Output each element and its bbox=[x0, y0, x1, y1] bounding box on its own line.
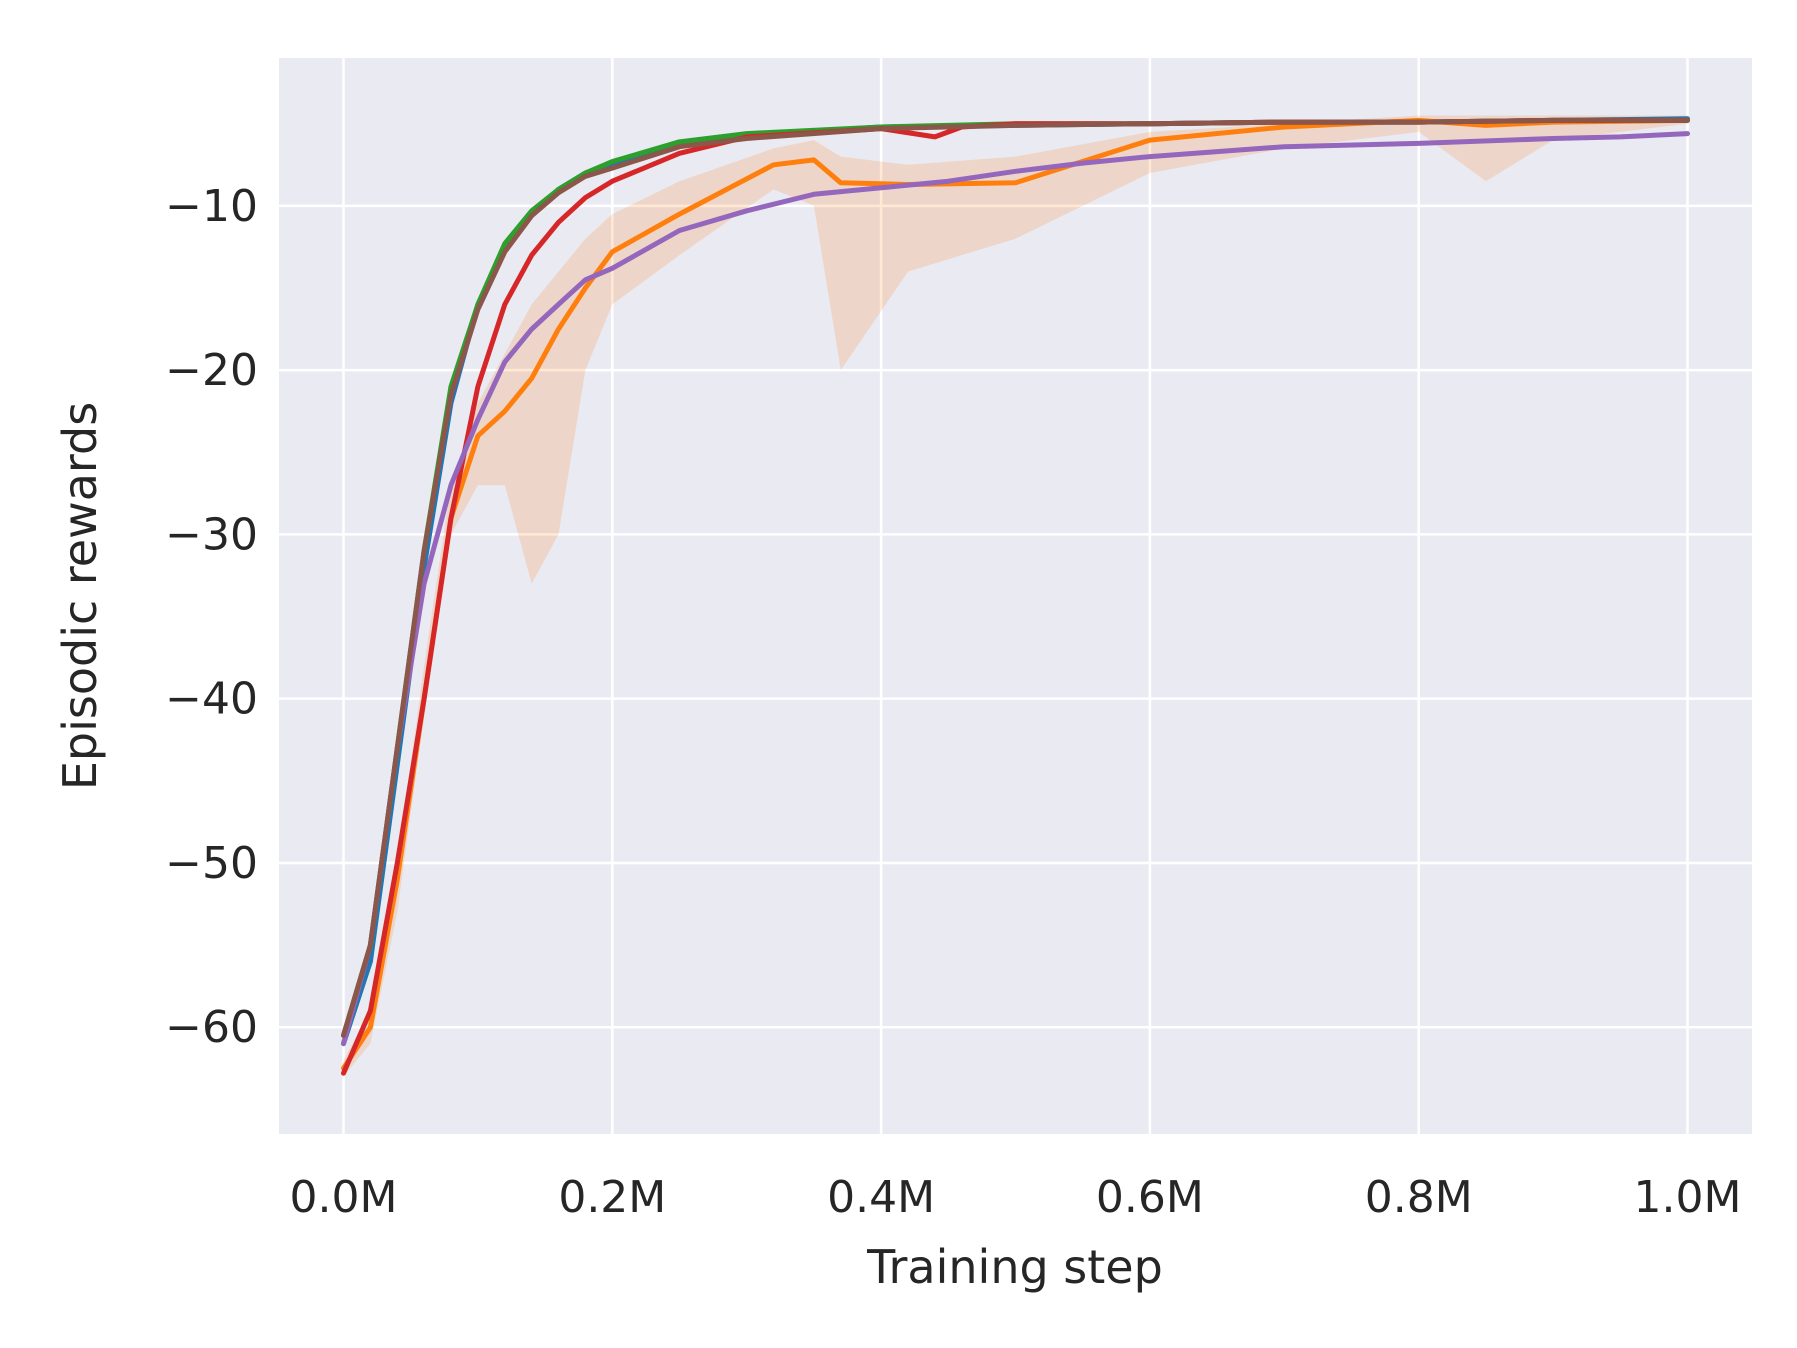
x-tick-label: 1.0M bbox=[1634, 1172, 1742, 1223]
y-tick-label: −50 bbox=[165, 838, 258, 889]
y-tick-label: −60 bbox=[165, 1002, 258, 1053]
x-tick-label: 0.0M bbox=[290, 1172, 398, 1223]
x-tick-label: 0.4M bbox=[827, 1172, 935, 1223]
grid bbox=[279, 58, 1752, 1134]
purple-series-line bbox=[341, 131, 1690, 1047]
y-tick-labels: −10 −20 −30 −40 −50 −60 bbox=[165, 181, 258, 1053]
y-tick-label: −20 bbox=[165, 345, 258, 396]
y-tick-label: −40 bbox=[165, 674, 258, 725]
x-tick-labels: 0.0M 0.2M 0.4M 0.6M 0.8M 1.0M bbox=[290, 1172, 1742, 1223]
plot-background bbox=[279, 58, 1752, 1134]
y-tick-label: −10 bbox=[165, 181, 258, 232]
brown-series-line bbox=[341, 117, 1690, 1038]
x-axis-label: Training step bbox=[866, 1240, 1163, 1294]
y-axis-label: Episodic rewards bbox=[53, 402, 107, 790]
x-tick-label: 0.6M bbox=[1096, 1172, 1204, 1223]
x-tick-label: 0.8M bbox=[1365, 1172, 1473, 1223]
y-tick-label: −30 bbox=[165, 509, 258, 560]
x-tick-label: 0.2M bbox=[558, 1172, 666, 1223]
series-lines bbox=[341, 116, 1690, 1076]
